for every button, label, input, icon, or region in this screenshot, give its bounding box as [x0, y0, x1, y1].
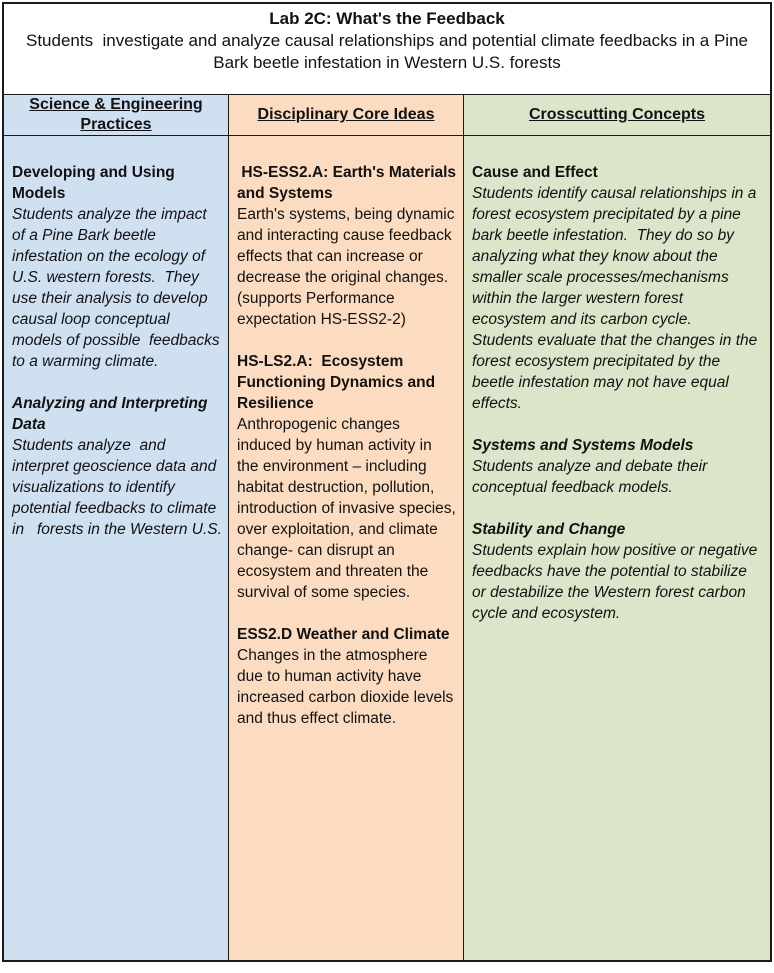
column-header-disciplinary-core-ideas: Disciplinary Core Ideas — [228, 95, 463, 136]
column-crosscutting-concepts: Cause and Effect Students identify causa… — [463, 136, 770, 960]
column-science-engineering-practices: Developing and Using Models Students ana… — [4, 136, 228, 960]
block-paragraph: Anthropogenic changes induced by human a… — [237, 416, 461, 601]
column-header-crosscutting-concepts: Crosscutting Concepts — [463, 95, 770, 136]
block-paragraph: Students identify causal relationships i… — [472, 185, 761, 328]
block-heading: ESS2.D Weather and Climate — [237, 626, 450, 643]
header-row: Science & Engineering Practices Discipli… — [4, 95, 770, 136]
block-heading: Systems and Systems Models — [472, 437, 694, 454]
block-heading: Developing and Using Models — [12, 164, 180, 202]
block-heading: Cause and Effect — [472, 164, 598, 181]
block-hs-ls2a: HS-LS2.A: Ecosystem Functioning Dynamics… — [237, 351, 457, 603]
block-heading: HS-LS2.A: Ecosystem Functioning Dynamics… — [237, 353, 440, 412]
block-cause-and-effect: Cause and Effect Students identify causa… — [472, 162, 764, 414]
block-paragraph: Earth's systems, being dynamic and inter… — [237, 206, 459, 328]
block-paragraph: Students evaluate that the changes in th… — [472, 332, 762, 412]
column-header-label: Crosscutting Concepts — [528, 106, 705, 123]
column-header-label: Science & Engineering Practices — [29, 96, 203, 133]
block-developing-and-using-models: Developing and Using Models Students ana… — [12, 162, 222, 372]
column-header-science-engineering-practices: Science & Engineering Practices — [4, 95, 228, 136]
column-header-label: Disciplinary Core Ideas — [257, 106, 435, 123]
title-cell: Lab 2C: What's the Feedback Students inv… — [4, 4, 770, 95]
block-heading: HS-ESS2.A: Earth's Materials and Systems — [237, 164, 461, 202]
block-paragraph: Students analyze the impact of a Pine Ba… — [12, 206, 228, 370]
block-stability-and-change: Stability and Change Students explain ho… — [472, 519, 764, 624]
block-hs-ess2a: HS-ESS2.A: Earth's Materials and Systems… — [237, 162, 457, 330]
block-ess2d: ESS2.D Weather and Climate Changes in th… — [237, 624, 457, 729]
block-heading: Stability and Change — [472, 521, 626, 538]
column-disciplinary-core-ideas: HS-ESS2.A: Earth's Materials and Systems… — [228, 136, 463, 960]
block-heading: Analyzing and Interpreting Data — [12, 395, 212, 433]
block-paragraph: Students explain how positive or negativ… — [472, 542, 762, 622]
page-subtitle: Students investigate and analyze causal … — [25, 31, 753, 72]
page-title: Lab 2C: What's the Feedback — [269, 9, 505, 28]
block-paragraph: Students analyze and interpret geoscienc… — [12, 437, 222, 538]
block-analyzing-and-interpreting-data: Analyzing and Interpreting Data Students… — [12, 393, 222, 540]
block-paragraph: Changes in the atmosphere due to human a… — [237, 647, 458, 727]
body-row: Developing and Using Models Students ana… — [4, 136, 770, 960]
block-systems-and-systems-models: Systems and Systems Models Students anal… — [472, 435, 764, 498]
block-paragraph: Students analyze and debate their concep… — [472, 458, 712, 496]
